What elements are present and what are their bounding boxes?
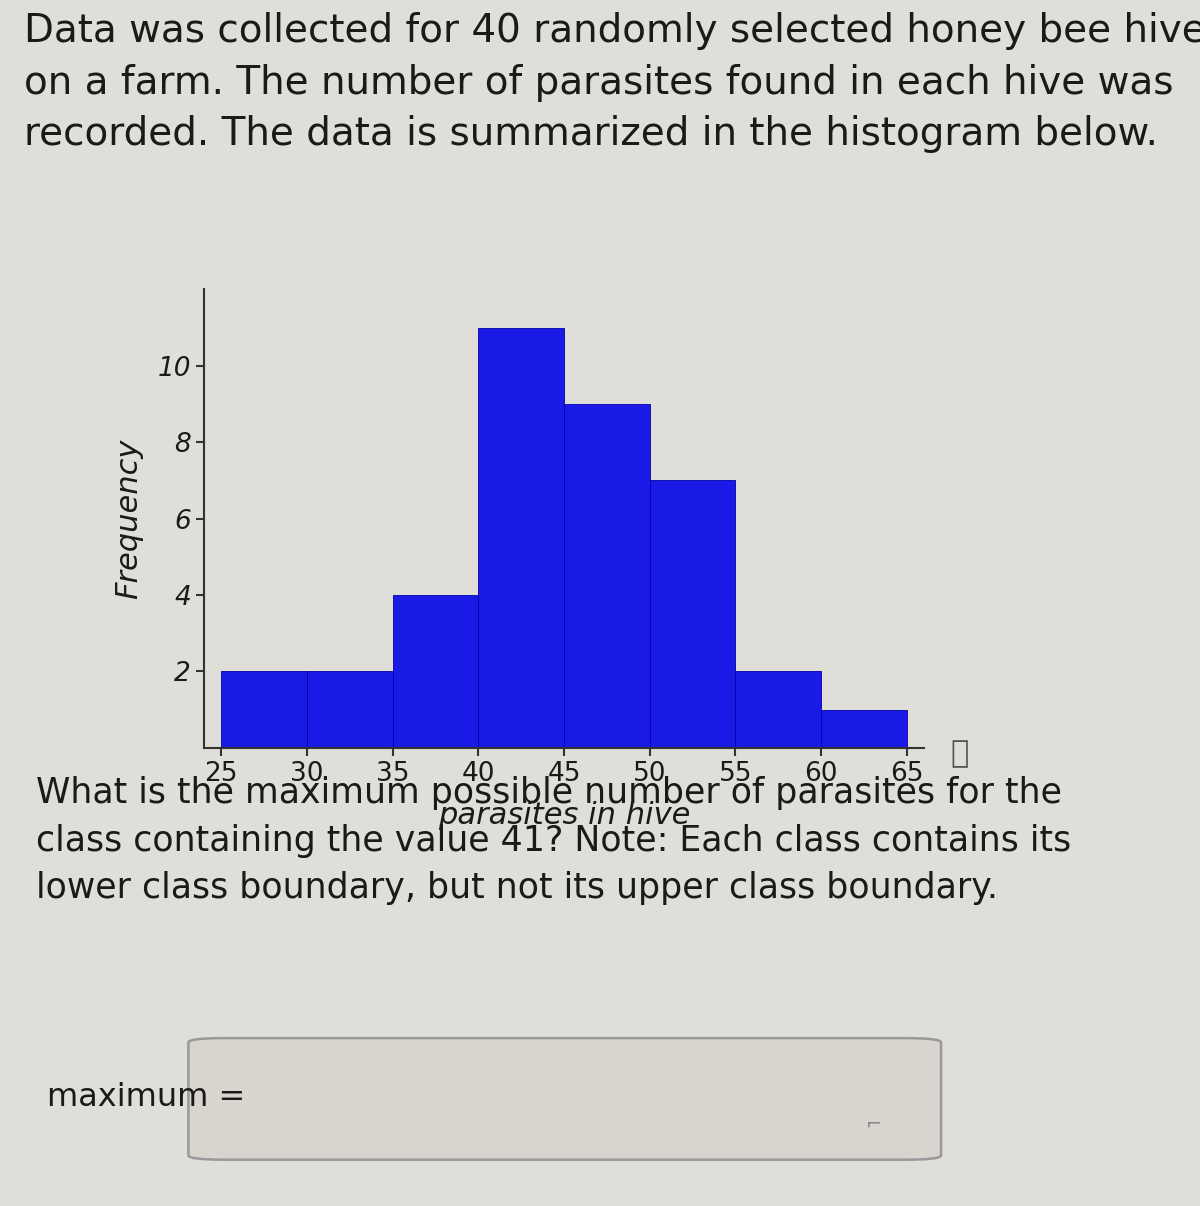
Bar [649,480,736,748]
Bar [307,672,392,748]
Bar [564,404,649,748]
Text: What is the maximum possible number of parasites for the
class containing the va: What is the maximum possible number of p… [36,777,1070,906]
FancyBboxPatch shape [188,1038,941,1160]
Bar [392,595,479,748]
X-axis label: parasites in hive: parasites in hive [438,801,690,830]
Y-axis label: Frequency: Frequency [114,439,144,598]
Bar [821,709,907,748]
Text: Data was collected for 40 randomly selected honey bee hives
on a farm. The numbe: Data was collected for 40 randomly selec… [24,12,1200,153]
Bar [221,672,307,748]
Text: ⌕: ⌕ [950,739,970,768]
Bar [479,328,564,748]
Bar [736,672,821,748]
Text: maximum =: maximum = [47,1082,246,1113]
Text: ⌐: ⌐ [866,1114,882,1134]
